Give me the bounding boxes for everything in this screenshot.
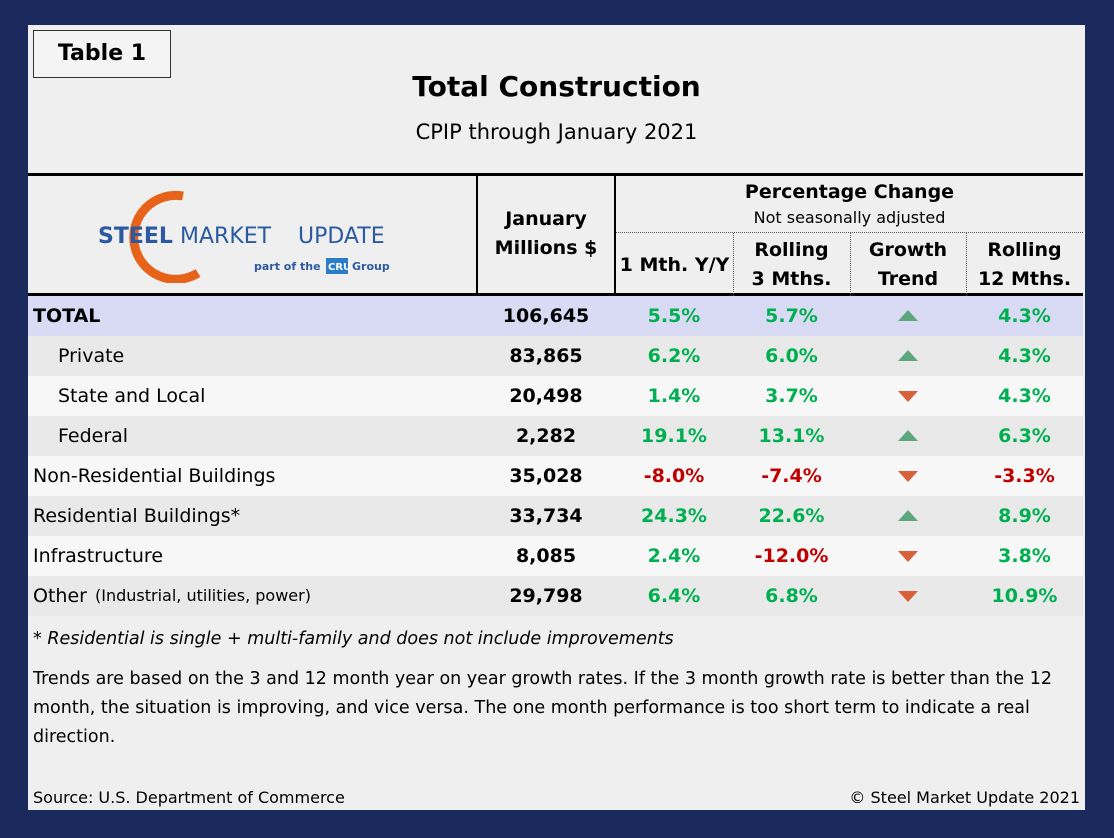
january-value: 35,028 — [509, 465, 583, 487]
subtitle: CPIP through January 2021 — [415, 120, 698, 144]
row-label: Private — [58, 345, 125, 367]
pct-value: 6.2% — [647, 345, 701, 367]
trend-arrow — [898, 471, 918, 482]
table-row: Residential Buildings* 33,734 24.3% 22.6% 8.… — [28, 496, 1083, 536]
pct-value: -7.4% — [761, 465, 822, 487]
pct-value: 8.9% — [998, 505, 1051, 527]
trend-arrow — [898, 391, 918, 402]
pct-value: 24.3% — [641, 505, 707, 527]
trend-shape — [898, 551, 918, 562]
table-row: Private 83,865 6.2% 6.0% 4.3% — [28, 336, 1083, 376]
pct-value: 6.0% — [765, 345, 818, 367]
pct-value: 22.6% — [758, 505, 825, 527]
row-label: Federal — [58, 425, 129, 447]
trend-arrow — [898, 551, 918, 562]
january-value: 2,282 — [515, 425, 577, 447]
col-header: Millions $ — [494, 237, 598, 259]
logo: STEEL MARKET UPDATE part of the CRU Grou… — [98, 190, 390, 283]
pct-value: 2.4% — [647, 545, 701, 567]
pct-value: 3.8% — [998, 545, 1051, 567]
col-header: Rolling — [987, 239, 1062, 261]
pct-value: 5.5% — [647, 305, 701, 327]
col-header: Percentage Change — [744, 181, 955, 203]
table-row: TOTAL 106,645 5.5% 5.7% 4.3% — [28, 296, 1083, 336]
row-note: (Industrial, utilities, power) — [95, 586, 311, 605]
row-label: Infrastructure — [33, 545, 164, 567]
source: Source: U.S. Department of Commerce — [33, 788, 345, 807]
january-value: 20,498 — [509, 385, 583, 407]
trend-shape — [898, 510, 918, 521]
rule — [616, 232, 1083, 233]
january-value: 33,734 — [509, 505, 583, 527]
trend-shape — [898, 350, 918, 361]
col-header: Growth — [868, 239, 948, 261]
explanation: Trends are based on the 3 and 12 month y… — [33, 669, 1052, 747]
pct-value: -3.3% — [994, 465, 1055, 487]
table-row: Federal 2,282 19.1% 13.1% 6.3% — [28, 416, 1083, 456]
pct-value: 4.3% — [998, 385, 1051, 407]
copyright: © Steel Market Update 2021 — [849, 788, 1080, 807]
pct-value: 5.7% — [765, 305, 818, 327]
badge: Table 1 — [33, 30, 171, 78]
trend-arrow — [898, 430, 918, 441]
pct-value: 3.7% — [765, 385, 818, 407]
pct-value: 4.3% — [998, 305, 1051, 327]
row-label: Other — [33, 585, 87, 607]
trend-shape — [898, 591, 918, 602]
table-row: State and Local 20,498 1.4% 3.7% 4.3% — [28, 376, 1083, 416]
trend-arrow — [898, 510, 918, 521]
row-label: State and Local — [58, 385, 206, 407]
january-value: 8,085 — [515, 545, 577, 567]
pct-value: -12.0% — [754, 545, 829, 567]
trend-arrow — [898, 591, 918, 602]
table-row: Non-Residential Buildings 35,028 -8.0% -7.4… — [28, 456, 1083, 496]
row-label: Residential Buildings* — [33, 505, 241, 527]
january-value: 106,645 — [502, 305, 590, 327]
row-label: Non-Residential Buildings — [33, 465, 276, 487]
logo-group: Group — [352, 260, 390, 273]
table-row: Other (Industrial, utilities, power) 29,79… — [28, 576, 1083, 616]
logo-box — [326, 258, 348, 274]
trend-shape — [898, 310, 918, 321]
trend-arrow — [898, 350, 918, 361]
col-header: 12 Mths. — [977, 268, 1072, 290]
trend-arrow — [898, 310, 918, 321]
logo-arc — [129, 190, 201, 283]
pct-value: 19.1% — [641, 425, 707, 447]
col-header: Rolling — [754, 239, 829, 261]
pct-value: 6.4% — [647, 585, 701, 607]
footnote: * Residential is single + multi-family a… — [33, 629, 674, 649]
trend-shape — [898, 391, 918, 402]
row-label: TOTAL — [33, 305, 101, 327]
table-row: Infrastructure 8,085 2.4% -12.0% 3.8% — [28, 536, 1083, 576]
logo-tagline: part of the — [254, 260, 321, 273]
col-note: Not seasonally adjusted — [753, 208, 946, 227]
january-value: 29,798 — [509, 585, 583, 607]
logo-text: UPDATE — [298, 224, 385, 249]
col-header: January — [505, 208, 587, 230]
trend-shape — [898, 430, 918, 441]
panel: Table 1 Total Construction CPIP through … — [28, 25, 1085, 810]
logo-text: STEEL — [98, 224, 173, 249]
col-header: 1 Mth. Y/Y — [619, 254, 730, 276]
pct-value: 6.8% — [765, 585, 818, 607]
title: Total Construction — [412, 70, 701, 103]
pct-value: 13.1% — [758, 425, 825, 447]
rule — [28, 173, 1083, 176]
logo-text: MARKET — [180, 224, 272, 249]
pct-value: 4.3% — [998, 345, 1051, 367]
pct-value: 1.4% — [647, 385, 701, 407]
rule — [28, 293, 1083, 296]
january-value: 83,865 — [509, 345, 583, 367]
logo-mark: CRU — [328, 262, 351, 273]
pct-value: 10.9% — [991, 585, 1058, 607]
trend-shape — [898, 471, 918, 482]
pct-value: 6.3% — [998, 425, 1051, 447]
col-header: 3 Mths. — [751, 268, 832, 290]
col-header: Trend — [877, 268, 939, 290]
pct-value: -8.0% — [643, 465, 705, 487]
